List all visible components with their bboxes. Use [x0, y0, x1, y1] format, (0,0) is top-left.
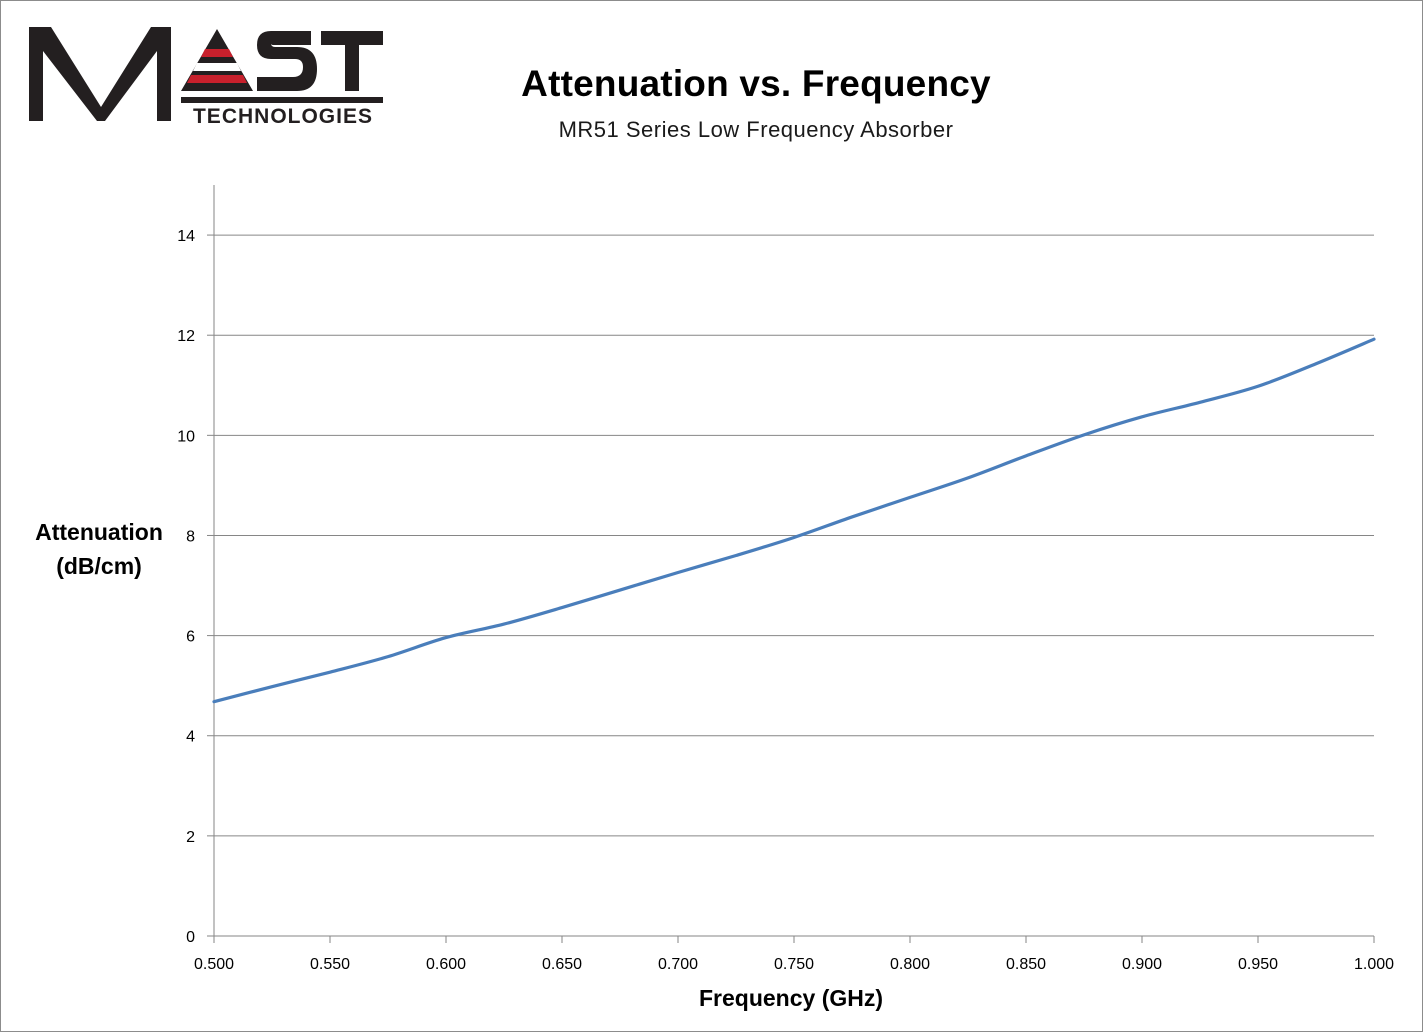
logo-a-stripe-2	[193, 63, 241, 71]
y-axis-label-line1: Attenuation	[35, 519, 163, 545]
x-tick-label-0.950: 0.950	[1238, 956, 1278, 973]
chart-subtitle: MR51 Series Low Frequency Absorber	[558, 117, 954, 142]
x-tick-label-0.850: 0.850	[1006, 956, 1046, 973]
x-tick-label-0.700: 0.700	[658, 956, 698, 973]
y-axis-label-line2: (dB/cm)	[56, 553, 142, 579]
mast-technologies-logo: TECHNOLOGIES	[29, 27, 383, 128]
logo-t-shape	[321, 31, 383, 91]
x-tick-label-0.900: 0.900	[1122, 956, 1162, 973]
y-tick-label-8: 8	[186, 528, 195, 545]
y-tick-label-0: 0	[186, 929, 195, 946]
logo-bar	[181, 97, 383, 103]
x-tick-label-1.000: 1.000	[1354, 956, 1394, 973]
x-axis-label: Frequency (GHz)	[698, 985, 884, 1011]
y-tick-label-14: 14	[177, 228, 195, 245]
y-tick-label-12: 12	[177, 328, 195, 345]
x-tick-label-0.800: 0.800	[890, 956, 930, 973]
logo-a-stripe-1	[201, 49, 233, 57]
logo-technologies-text: TECHNOLOGIES	[193, 105, 373, 128]
y-tick-label-2: 2	[186, 829, 195, 846]
x-tick-label-0.650: 0.650	[542, 956, 582, 973]
logo-a-stripe-3	[187, 75, 247, 83]
x-tick-label-0.500: 0.500	[194, 956, 234, 973]
x-tick-label-0.550: 0.550	[310, 956, 350, 973]
series-line-0	[212, 337, 1376, 704]
y-tick-label-4: 4	[186, 729, 195, 746]
x-tick-label-0.750: 0.750	[774, 956, 814, 973]
logo-m-shape	[29, 27, 171, 121]
x-tick-label-0.600: 0.600	[426, 956, 466, 973]
y-tick-label-10: 10	[177, 428, 195, 445]
y-axis-label: Attenuation (dB/cm)	[19, 515, 179, 583]
y-tick-label-6: 6	[186, 629, 195, 646]
logo-s-shape	[257, 31, 317, 91]
chart-title: Attenuation vs. Frequency	[521, 63, 991, 104]
